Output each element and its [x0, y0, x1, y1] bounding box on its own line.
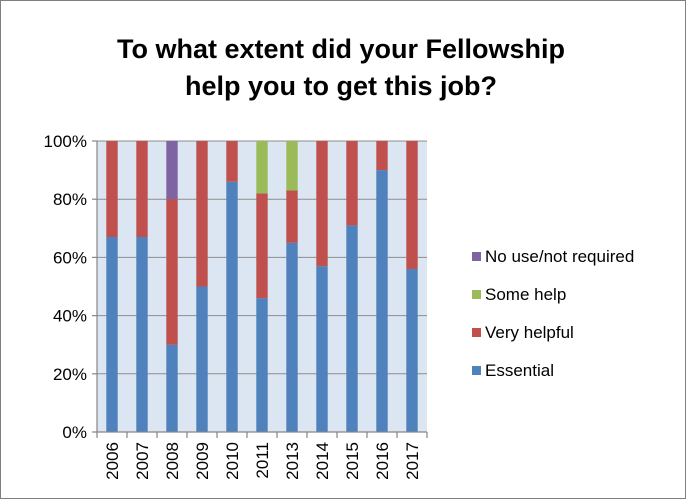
bar-segment-essential-2013 [286, 242, 298, 432]
bar-segment-essential-2015 [346, 225, 358, 432]
bar-segment-very-helpful-2013 [286, 190, 298, 243]
bar-segment-very-helpful-2014 [316, 141, 328, 267]
y-tick-label: 80% [53, 190, 87, 209]
y-tick-label: 20% [53, 365, 87, 384]
legend-swatch [472, 366, 481, 375]
bars [106, 141, 418, 432]
bar-segment-some-help-2011 [256, 141, 268, 194]
y-tick-label: 100% [44, 132, 87, 151]
bar-segment-essential-2017 [406, 269, 418, 432]
bar-segment-essential-2006 [106, 237, 118, 432]
legend-swatch [472, 290, 481, 299]
y-tick-label: 0% [62, 423, 87, 442]
bar-segment-very-helpful-2016 [376, 141, 388, 171]
x-tick-label: 2013 [283, 442, 302, 480]
bar-segment-very-helpful-2009 [196, 141, 208, 287]
legend-label: No use/not required [485, 247, 634, 266]
legend-item-very-helpful: Very helpful [472, 323, 574, 342]
bar-segment-essential-2014 [316, 266, 328, 432]
bar-segment-very-helpful-2015 [346, 141, 358, 226]
legend-label: Some help [485, 285, 566, 304]
x-tick-label: 2008 [163, 442, 182, 480]
x-tick-label: 2006 [103, 442, 122, 480]
y-tick-label: 40% [53, 307, 87, 326]
bar-segment-very-helpful-2006 [106, 141, 118, 238]
legend-item-essential: Essential [472, 361, 554, 380]
bar-segment-essential-2008 [166, 344, 178, 432]
chart-title: To what extent did your Fellowship help … [116, 34, 566, 101]
x-tick-label: 2007 [133, 442, 152, 480]
bar-segment-very-helpful-2010 [226, 141, 238, 182]
legend-item-some-help: Some help [472, 285, 566, 304]
bar-segment-essential-2007 [136, 237, 148, 432]
bar-segment-some-help-2013 [286, 141, 298, 191]
legend: No use/not required Some help Very helpful… [472, 247, 634, 380]
legend-label: Essential [485, 361, 554, 380]
legend-swatch [472, 328, 481, 337]
y-axis-tick-labels: 0% 20% 40% 60% 80% 100% [44, 132, 87, 442]
bar-segment-essential-2010 [226, 181, 238, 432]
axes [92, 140, 428, 438]
bar-segment-no-use-not-required-2008 [166, 141, 178, 200]
x-tick-label: 2015 [343, 442, 362, 480]
legend-label: Very helpful [485, 323, 574, 342]
x-tick-label: 2009 [193, 442, 212, 480]
bar-segment-essential-2009 [196, 286, 208, 432]
x-tick-label: 2016 [373, 442, 392, 480]
x-axis-tick-labels: 2006 2007 2008 2009 2010 2011 2013 2014 2015 2016… [103, 442, 422, 480]
bar-segment-very-helpful-2007 [136, 141, 148, 238]
x-tick-label: 2011 [253, 442, 272, 479]
y-tick-label: 60% [53, 248, 87, 267]
legend-item-no-use-not-required: No use/not required [472, 247, 634, 266]
x-tick-label: 2010 [223, 442, 242, 480]
bar-segment-very-helpful-2017 [406, 141, 418, 270]
legend-swatch [472, 252, 481, 261]
bar-segment-very-helpful-2011 [256, 193, 268, 299]
x-tick-label: 2014 [313, 442, 332, 480]
bar-segment-essential-2016 [376, 170, 388, 432]
bar-segment-essential-2011 [256, 298, 268, 432]
bar-segment-very-helpful-2008 [166, 199, 178, 345]
x-tick-label: 2017 [403, 442, 422, 480]
